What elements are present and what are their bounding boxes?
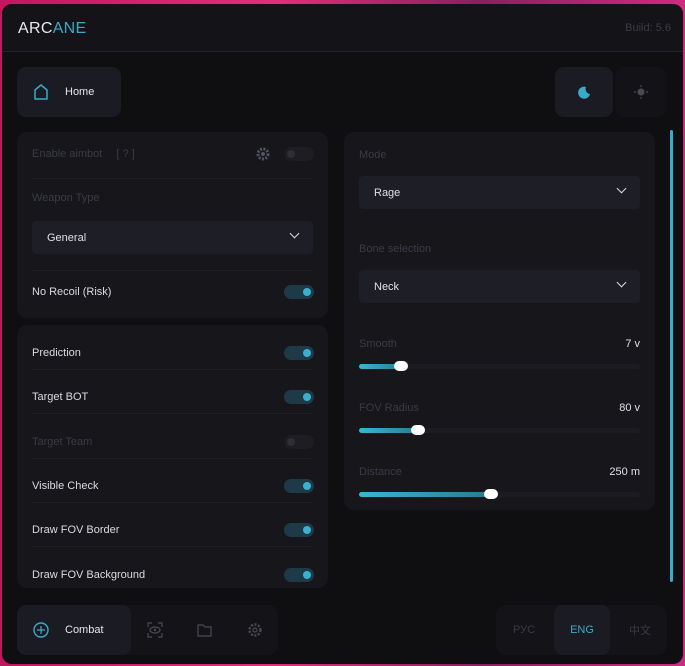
light-theme-button[interactable] bbox=[615, 67, 667, 117]
divider bbox=[32, 457, 313, 459]
app-window: ARCANE Build: 5.6 Home Enable aimbot [ ? … bbox=[2, 4, 683, 664]
mode-value: Rage bbox=[374, 187, 401, 199]
header: ARCANE Build: 5.6 bbox=[2, 4, 683, 52]
distance-value: 250 m bbox=[609, 466, 640, 478]
home-label: Home bbox=[65, 86, 95, 98]
fov-radius-value: 80 v bbox=[619, 402, 640, 414]
fov-radius-thumb[interactable] bbox=[410, 425, 425, 435]
distance-fill bbox=[359, 492, 494, 497]
chevron-down-icon bbox=[616, 183, 627, 194]
target-bot-toggle[interactable] bbox=[284, 390, 314, 405]
home-icon bbox=[34, 84, 48, 100]
help-link[interactable]: [ ? ] bbox=[116, 148, 135, 160]
home-button[interactable]: Home bbox=[17, 67, 121, 117]
smooth-fill bbox=[359, 364, 404, 369]
enable-aimbot-row: Enable aimbot [ ? ] bbox=[32, 148, 313, 160]
chevron-down-icon bbox=[289, 228, 300, 239]
distance-slider[interactable] bbox=[359, 489, 640, 499]
aim-settings-panel: Mode Rage Bone selection Neck Smooth 7 v… bbox=[344, 132, 655, 510]
logo: ARCANE bbox=[18, 20, 87, 38]
divider bbox=[32, 270, 313, 271]
target-bot-label: Target BOT bbox=[32, 391, 89, 404]
smooth-slider[interactable] bbox=[359, 361, 640, 371]
options-panel: Prediction Target BOT Target Team Visibl… bbox=[17, 325, 328, 588]
enable-aimbot-toggle[interactable] bbox=[284, 147, 314, 161]
no-recoil-label: No Recoil (Risk) bbox=[32, 286, 112, 298]
weapon-type-select[interactable]: General bbox=[32, 221, 313, 254]
eye-scan-icon[interactable] bbox=[147, 622, 163, 638]
nav-bar: Combat bbox=[17, 605, 278, 655]
scrollbar[interactable] bbox=[670, 130, 673, 582]
visible-check-toggle[interactable] bbox=[284, 478, 314, 493]
fov-radius-label: FOV Radius bbox=[359, 402, 419, 414]
combat-tab[interactable]: Combat bbox=[17, 605, 131, 655]
divider bbox=[32, 178, 313, 179]
language-bar: РУС ENG 中文 bbox=[496, 605, 667, 655]
mode-select[interactable]: Rage bbox=[359, 176, 640, 209]
moon-icon bbox=[578, 86, 590, 99]
smooth-thumb[interactable] bbox=[393, 361, 408, 371]
mode-label: Mode bbox=[359, 149, 387, 161]
bone-selection-select[interactable]: Neck bbox=[359, 270, 640, 303]
distance-label: Distance bbox=[359, 466, 402, 478]
weapon-type-label: Weapon Type bbox=[32, 192, 100, 204]
settings-icon[interactable] bbox=[247, 622, 263, 638]
sun-icon bbox=[634, 85, 648, 99]
visible-check-label: Visible Check bbox=[32, 479, 99, 492]
logo-text-a: ARC bbox=[18, 20, 53, 37]
folder-icon[interactable] bbox=[197, 622, 213, 638]
target-team-toggle[interactable] bbox=[284, 434, 314, 449]
lang-button-2[interactable]: 中文 bbox=[629, 625, 651, 637]
prediction-toggle[interactable] bbox=[284, 346, 314, 360]
distance-thumb[interactable] bbox=[483, 489, 498, 499]
chevron-down-icon bbox=[616, 277, 627, 288]
logo-text-b: ANE bbox=[52, 20, 87, 37]
combat-label: Combat bbox=[65, 624, 104, 636]
bone-selection-value: Neck bbox=[374, 281, 400, 293]
divider bbox=[32, 546, 313, 548]
divider bbox=[32, 413, 313, 415]
dark-theme-button[interactable] bbox=[555, 67, 613, 117]
divider bbox=[32, 501, 313, 503]
smooth-value: 7 v bbox=[625, 338, 640, 350]
build-version: Build: 5.6 bbox=[625, 22, 671, 34]
bone-selection-label: Bone selection bbox=[359, 243, 432, 255]
draw-fov-background-label: Draw FOV Background bbox=[32, 568, 146, 581]
draw-fov-border-label: Draw FOV Border bbox=[32, 524, 120, 537]
fov-radius-fill bbox=[359, 428, 421, 433]
enable-aimbot-label: Enable aimbot bbox=[32, 148, 103, 160]
prediction-label: Prediction bbox=[32, 347, 81, 359]
draw-fov-border-toggle[interactable] bbox=[284, 523, 314, 538]
divider bbox=[32, 369, 313, 370]
target-team-label: Target Team bbox=[32, 435, 93, 448]
fov-radius-slider[interactable] bbox=[359, 425, 640, 435]
weapon-type-value: General bbox=[47, 232, 87, 244]
no-recoil-toggle[interactable] bbox=[284, 285, 314, 299]
lang-button-1[interactable]: ENG bbox=[554, 605, 610, 655]
crosshair-icon bbox=[33, 622, 49, 638]
aimbot-panel: Enable aimbot [ ? ] Weapon Type General N… bbox=[17, 132, 328, 318]
draw-fov-background-toggle[interactable] bbox=[284, 567, 314, 582]
smooth-label: Smooth bbox=[359, 338, 397, 350]
gear-icon[interactable] bbox=[256, 147, 270, 161]
lang-button-0[interactable]: РУС bbox=[512, 624, 536, 636]
